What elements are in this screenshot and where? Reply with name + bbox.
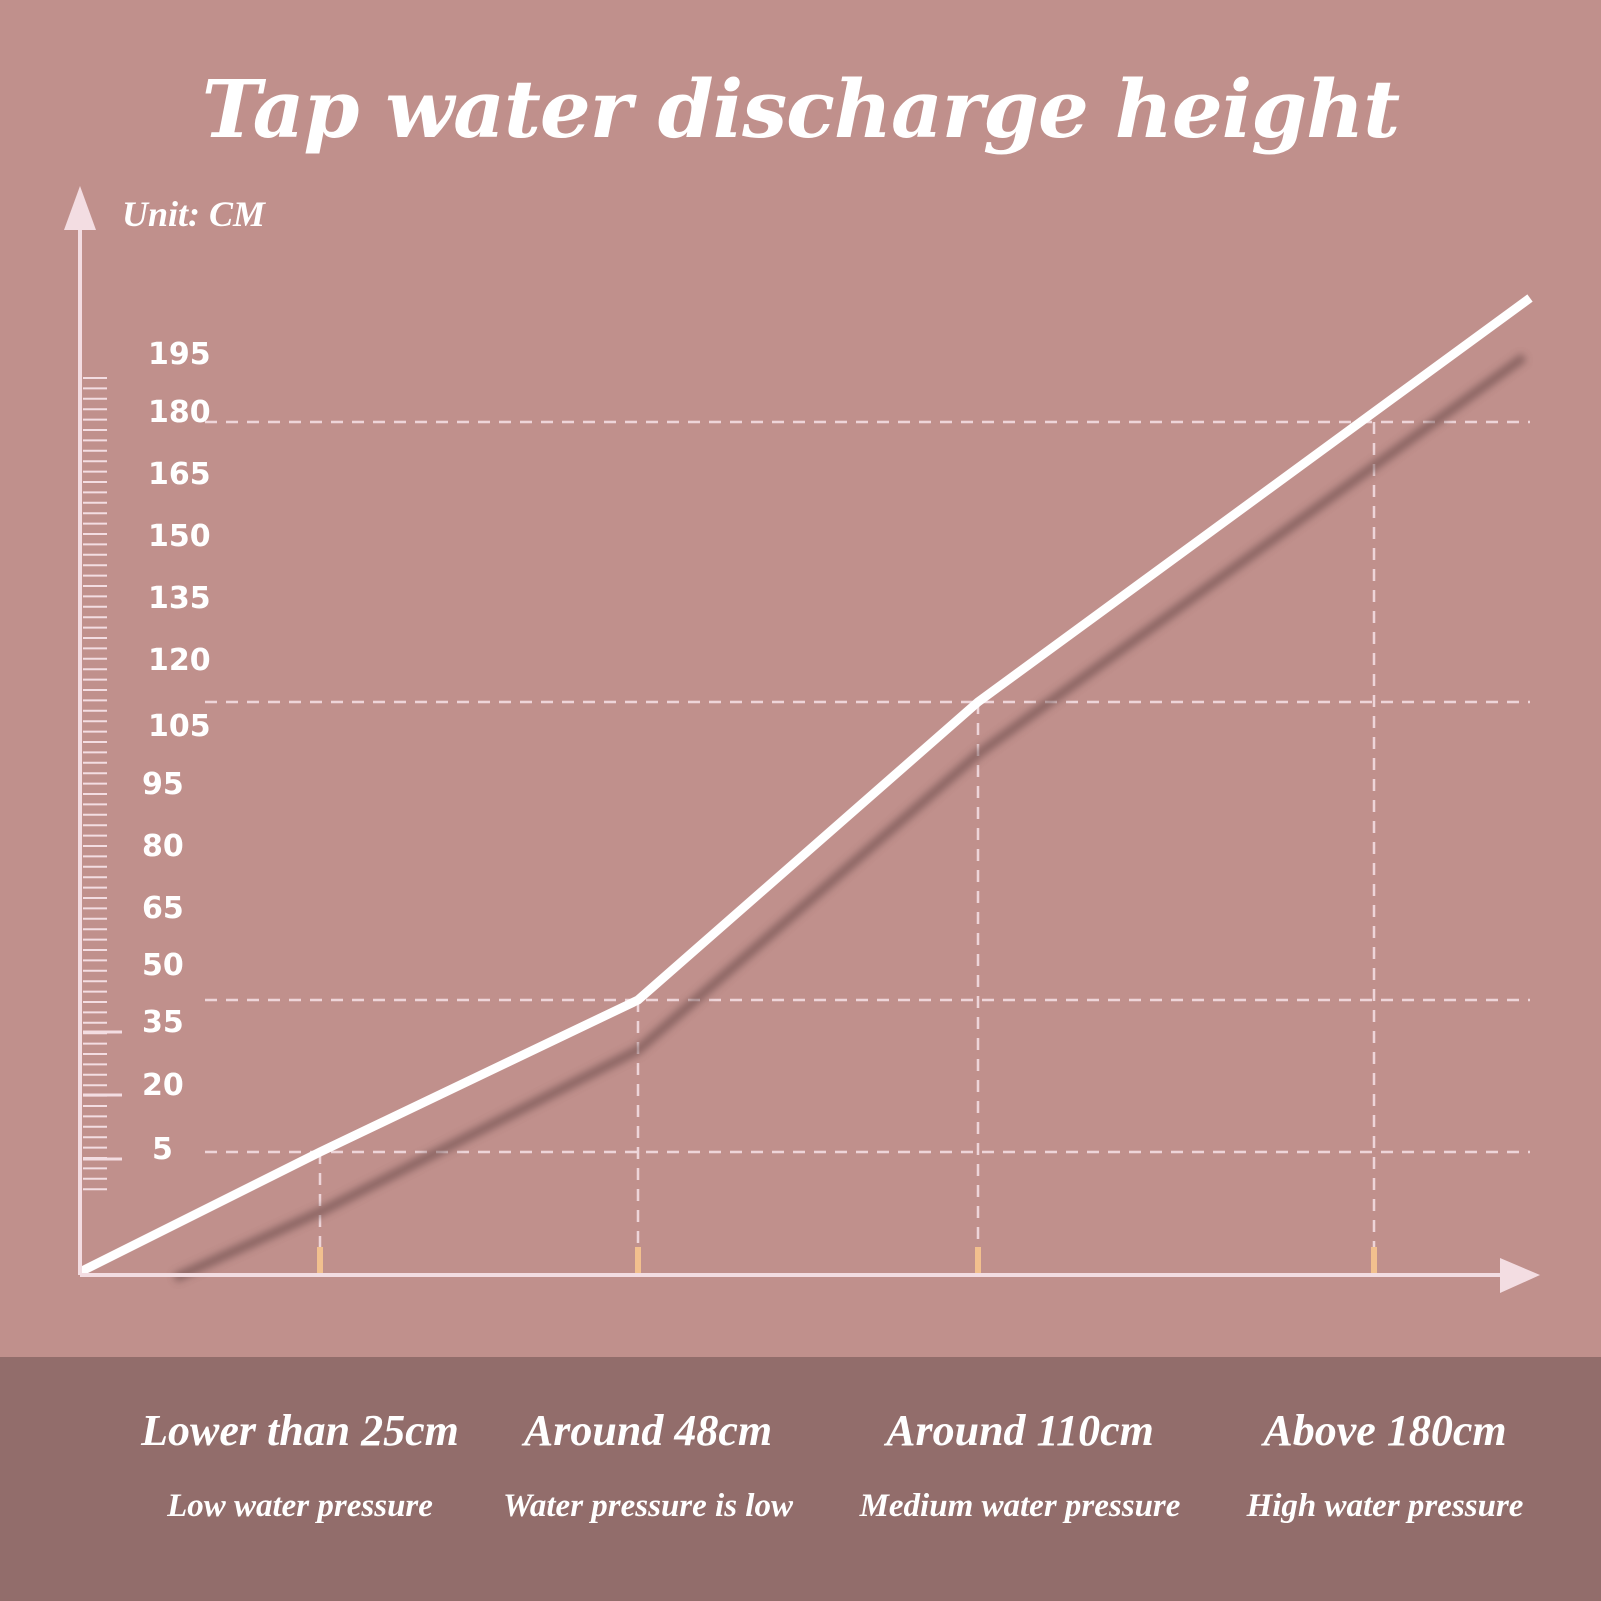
series-line-shadow (173, 353, 1527, 1283)
category-marker (317, 1247, 323, 1273)
y-axis-arrow-icon (64, 186, 96, 230)
series-line (77, 294, 1533, 1277)
y-tick-label: 35 (142, 1005, 184, 1040)
y-tick-label: 95 (142, 767, 184, 802)
chart-plot: 195 180 165 150 135 120 105 95 80 65 50 35 20 5 Unit:… (64, 186, 1540, 1293)
y-tick-label: 120 (148, 643, 211, 678)
category-name: Around 110cm (886, 1406, 1154, 1455)
category-name: Around 48cm (523, 1406, 773, 1455)
category-marker (635, 1247, 641, 1273)
y-axis-unit-label: Unit: CM (122, 194, 267, 234)
y-tick-label: 50 (142, 948, 184, 983)
category-marker (975, 1247, 981, 1273)
category-description: Water pressure is low (502, 1488, 793, 1524)
y-tick-label: 165 (148, 457, 211, 492)
y-tick-label: 5 (152, 1132, 173, 1167)
y-tick-label: 135 (148, 581, 211, 616)
category-marker (1371, 1247, 1377, 1273)
category-legend-band: Lower than 25cm Low water pressure Around … (0, 1357, 1601, 1601)
category-name: Lower than 25cm (141, 1406, 459, 1455)
category-description: High water pressure (1246, 1488, 1524, 1524)
y-tick-label: 180 (148, 395, 211, 430)
category-description: Low water pressure (167, 1488, 433, 1524)
y-tick-label: 105 (148, 709, 211, 744)
y-tick-label: 195 (148, 337, 211, 372)
y-tick-label: 65 (142, 891, 184, 926)
y-tick-label: 80 (142, 829, 184, 864)
category-name: Above 180cm (1263, 1406, 1507, 1455)
category-description: Medium water pressure (859, 1488, 1181, 1524)
chart-title: Tap water discharge height (201, 62, 1400, 156)
x-axis-arrow-icon (1500, 1258, 1540, 1293)
y-tick-label: 150 (148, 519, 211, 554)
y-tick-label: 20 (142, 1068, 184, 1103)
